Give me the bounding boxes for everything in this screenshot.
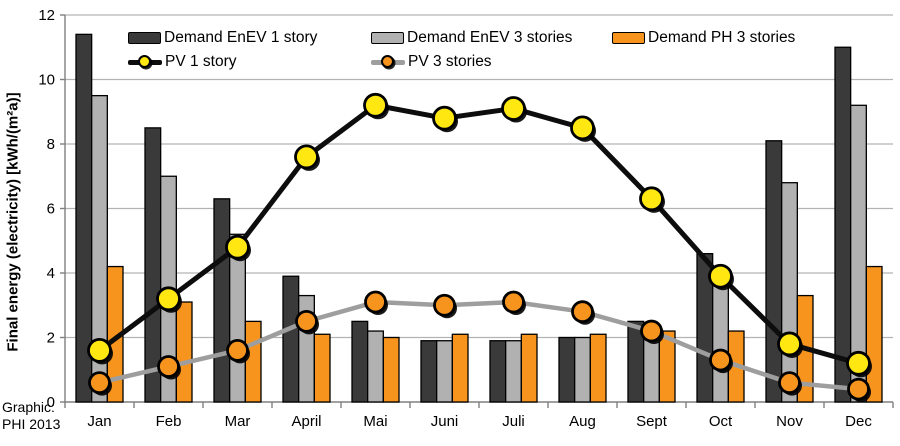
marker-pv-1-story-mar <box>225 234 250 260</box>
marker-pv-3-stories-feb <box>157 355 180 378</box>
legend-label-demand-ph-3stories: Demand PH 3 stories <box>648 29 796 46</box>
marker-pv-3-stories-mai <box>364 290 387 314</box>
marker-pv-3-stories-oct <box>709 348 732 372</box>
marker-pv-1-story-aug <box>570 115 595 141</box>
legend-item-demand-ph-3stories: Demand PH 3 stories <box>612 29 796 46</box>
legend-label-pv-3stories: PV 3 stories <box>408 53 492 70</box>
marker-pv-1-story-mai <box>363 92 388 118</box>
marker-pv-3-stories-april <box>295 309 318 333</box>
marker-pv-3-stories-jan <box>88 371 111 395</box>
marker-pv-3-stories-sept <box>640 319 663 343</box>
marker-pv-1-story-sept <box>639 186 664 212</box>
demand-enev-1story-swatch <box>128 32 161 44</box>
y-tick-label-4: 4 <box>47 265 55 282</box>
marker-pv-3-stories-aug <box>571 300 594 324</box>
y-axis-title: Final energy (electricity) [kWh/(m²a)] <box>4 92 22 352</box>
marker-pv-1-story-feb <box>156 286 181 312</box>
bar-demand-enev-1-story-mai <box>351 320 369 403</box>
y-tick-label-0: 0 <box>47 394 55 411</box>
marker-pv-1-story-april <box>294 144 319 170</box>
bar-demand-ph-3-stories-mai <box>382 336 400 403</box>
x-category-label-nov: Nov <box>776 413 803 430</box>
bar-demand-enev-3-stories-dec <box>850 104 867 403</box>
marker-pv-3-stories-mar <box>226 338 249 362</box>
bar-demand-enev-3-stories-aug <box>574 336 591 403</box>
pv-1story-legend-marker-icon <box>138 55 151 68</box>
line-pv-1-story <box>98 102 860 366</box>
y-tick-label-10: 10 <box>38 72 55 89</box>
legend-item-demand-enev-1story: Demand EnEV 1 story <box>128 29 318 46</box>
marker-pv-1-story-juni <box>432 105 457 131</box>
bar-demand-enev-3-stories-juli <box>505 340 522 403</box>
y-tick-label-2: 2 <box>47 330 55 347</box>
legend-label-demand-enev-3stories: Demand EnEV 3 stories <box>407 29 573 46</box>
x-category-label-mai: Mai <box>363 413 387 430</box>
bar-demand-enev-3-stories-nov <box>781 182 798 403</box>
legend-label-pv-1story: PV 1 story <box>165 53 237 70</box>
bar-demand-enev-3-stories-sept <box>643 333 660 403</box>
bar-demand-ph-3-stories-april <box>313 333 331 403</box>
x-category-label-mar: Mar <box>225 413 251 430</box>
legend-item-demand-enev-3stories: Demand EnEV 3 stories <box>371 29 573 46</box>
y-tick-label-12: 12 <box>38 7 55 24</box>
x-category-label-april: April <box>291 413 321 430</box>
bar-demand-ph-3-stories-feb <box>175 301 193 403</box>
bar-demand-enev-1-story-mar <box>213 198 231 403</box>
bar-demand-enev-1-story-juli <box>489 340 507 403</box>
marker-pv-3-stories-juli <box>502 290 525 314</box>
bar-demand-enev-3-stories-juni <box>436 340 453 403</box>
x-category-label-sept: Sept <box>636 413 668 430</box>
bar-demand-enev-3-stories-mai <box>367 330 384 403</box>
x-category-label-aug: Aug <box>569 413 596 430</box>
bar-demand-ph-3-stories-sept <box>658 330 676 403</box>
demand-ph-3stories-swatch <box>612 32 645 44</box>
x-category-label-oct: Oct <box>709 413 733 430</box>
y-tick-label-8: 8 <box>47 136 55 153</box>
bar-demand-enev-1-story-feb <box>144 127 162 403</box>
pv-1story-line-swatch <box>128 54 162 70</box>
marker-pv-1-story-nov <box>777 331 802 357</box>
bar-demand-ph-3-stories-juni <box>451 333 469 403</box>
bar-demand-ph-3-stories-dec <box>865 265 883 403</box>
marker-pv-3-stories-dec <box>847 377 870 401</box>
pv-3stories-line-swatch <box>371 54 405 70</box>
x-category-label-dec: Dec <box>845 413 872 430</box>
bar-demand-enev-3-stories-oct <box>712 282 729 403</box>
bar-demand-ph-3-stories-aug <box>589 333 607 403</box>
demand-enev-3stories-swatch <box>371 32 404 44</box>
x-category-label-juni: Juni <box>431 413 459 430</box>
legend-item-pv-3stories: PV 3 stories <box>371 53 492 70</box>
marker-pv-1-story-oct <box>708 263 733 289</box>
credit-line2: PHI 2013 <box>2 416 61 432</box>
x-category-label-jan: Jan <box>87 413 111 430</box>
pv-3stories-legend-marker-icon <box>381 55 394 68</box>
bar-demand-enev-1-story-dec <box>834 46 852 403</box>
x-category-label-feb: Feb <box>156 413 182 430</box>
legend-label-demand-enev-1story: Demand EnEV 1 story <box>164 29 318 46</box>
x-category-label-juli: Juli <box>502 413 525 430</box>
marker-pv-3-stories-juni <box>433 293 456 317</box>
bar-demand-enev-1-story-nov <box>765 140 783 403</box>
bar-demand-enev-1-story-april <box>282 275 300 403</box>
marker-pv-3-stories-nov <box>778 371 801 395</box>
y-tick-label-6: 6 <box>47 201 55 218</box>
marker-pv-1-story-juli <box>501 96 526 121</box>
credit-line1: Graphic: <box>2 399 55 415</box>
credit: Graphic: PHI 2013 <box>2 399 60 433</box>
legend-item-pv-1story: PV 1 story <box>128 53 237 70</box>
marker-pv-1-story-jan <box>87 337 112 363</box>
marker-pv-1-story-dec <box>846 350 871 376</box>
bar-demand-ph-3-stories-mar <box>244 320 262 403</box>
bar-demand-enev-1-story-aug <box>558 336 576 403</box>
bar-demand-enev-3-stories-jan <box>91 94 108 403</box>
bar-demand-enev-1-story-juni <box>420 340 438 403</box>
bar-demand-ph-3-stories-juli <box>520 333 538 403</box>
